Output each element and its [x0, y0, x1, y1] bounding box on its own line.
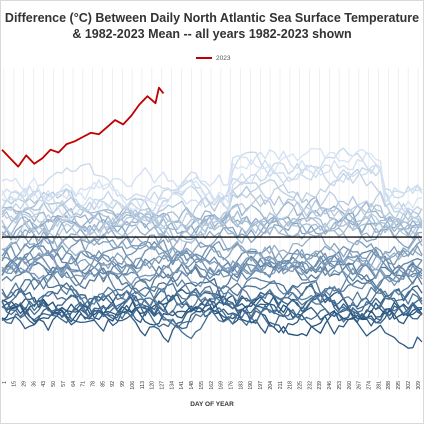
series-line-background: [1, 149, 423, 203]
x-tick-labels: 1 15 29 36 43 50 57 64 71 78 85 92 99 106 113 120 127 134…: [2, 381, 422, 390]
x-tick-label: 260: [347, 381, 353, 390]
x-tick-label: 246: [327, 381, 333, 390]
x-tick-label: 295: [396, 381, 402, 390]
series-line-background: [1, 298, 423, 349]
series-line-background: [1, 282, 423, 332]
legend: 2023: [196, 52, 230, 64]
x-tick-label: 57: [61, 381, 67, 387]
x-tick-label: 148: [189, 381, 195, 390]
x-tick-label: 197: [258, 381, 264, 390]
x-tick-label: 274: [367, 381, 373, 390]
series-line-background: [1, 199, 423, 244]
series-line-background: [1, 239, 423, 283]
series-line-background: [1, 238, 423, 283]
series-line-2023: [1, 86, 165, 168]
x-tick-label: 288: [386, 381, 392, 390]
x-tick-label: 1: [2, 381, 8, 384]
series-line-background: [1, 179, 423, 238]
series-line-background: [1, 248, 423, 283]
series-line-background: [1, 250, 423, 291]
x-tick-label: 225: [298, 381, 304, 390]
x-tick-label: 99: [120, 381, 126, 387]
x-tick-label: 36: [31, 381, 37, 387]
series-line-background: [1, 280, 423, 329]
x-tick-label: 309: [416, 381, 422, 390]
x-tick-label: 113: [140, 381, 146, 389]
series-line-background: [1, 162, 423, 222]
x-tick-label: 43: [41, 381, 47, 387]
legend-swatch-2023: [196, 57, 212, 59]
series-line-background: [1, 147, 423, 212]
x-tick-label: 155: [199, 381, 205, 390]
series-line-background: [1, 220, 423, 271]
x-tick-label: 71: [81, 381, 87, 387]
x-tick-label: 162: [209, 381, 215, 390]
x-tick-label: 78: [91, 381, 97, 387]
x-tick-label: 218: [288, 381, 294, 390]
x-tick-label: 127: [160, 381, 166, 390]
series-line-background: [1, 273, 423, 315]
x-tick-label: 15: [12, 381, 18, 387]
x-tick-label: 134: [169, 381, 175, 390]
chart-title: Difference (°C) Between Daily North Atla…: [0, 10, 424, 42]
x-tick-label: 50: [51, 381, 57, 387]
x-tick-label: 141: [179, 381, 185, 390]
x-tick-label: 190: [248, 381, 254, 390]
x-tick-label: 64: [71, 381, 77, 387]
series-line-background: [1, 264, 423, 308]
series-line-background: [1, 185, 423, 225]
x-tick-label: 85: [100, 381, 106, 387]
x-tick-label: 239: [317, 381, 323, 390]
x-tick-label: 302: [406, 381, 412, 390]
x-tick-label: 204: [268, 381, 274, 390]
x-tick-label: 169: [219, 381, 225, 390]
chart-title-line-2: & 1982-2023 Mean -- all years 1982-2023 …: [72, 27, 352, 41]
x-tick-label: 183: [238, 381, 244, 390]
background-series-group: [1, 147, 423, 349]
x-tick-label: 281: [376, 381, 382, 390]
chart-title-line-1: Difference (°C) Between Daily North Atla…: [4, 11, 420, 25]
x-tick-label: 211: [278, 381, 284, 389]
x-tick-label: 29: [22, 381, 28, 387]
series-line-background: [1, 245, 423, 282]
highlight-series-group: [1, 86, 165, 168]
x-tick-label: 176: [229, 381, 235, 390]
x-tick-label: 120: [150, 381, 156, 390]
series-line-background: [1, 241, 423, 275]
x-tick-label: 267: [357, 381, 363, 390]
x-tick-label: 106: [130, 381, 136, 390]
series-line-background: [1, 168, 423, 225]
x-tick-label: 253: [337, 381, 343, 390]
series-line-background: [1, 196, 423, 235]
x-tick-label: 92: [110, 381, 116, 387]
legend-label-2023: 2023: [216, 54, 231, 62]
series-line-background: [1, 251, 423, 288]
x-tick-label: 232: [307, 381, 313, 390]
x-axis-label: DAY OF YEAR: [190, 401, 234, 408]
